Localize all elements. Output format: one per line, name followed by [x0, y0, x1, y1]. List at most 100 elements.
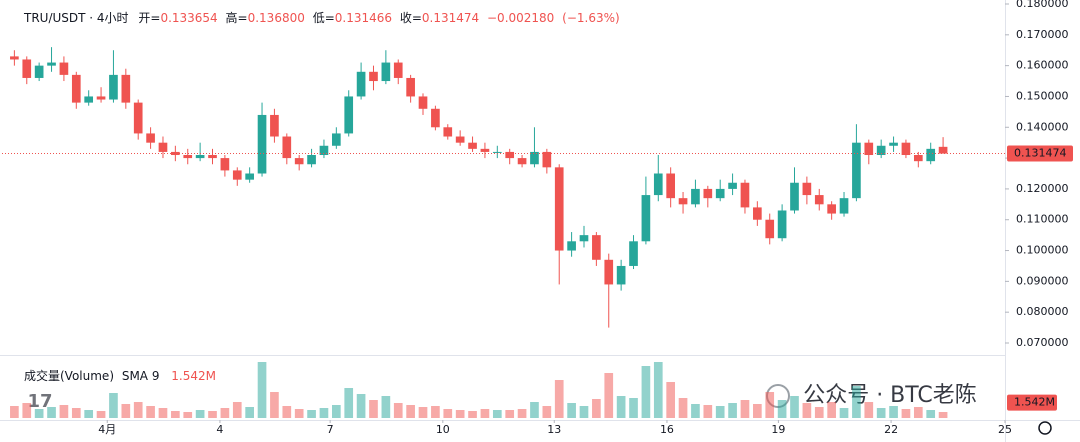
volume-bar	[827, 402, 836, 418]
y-tick-label: 0.090000	[1016, 274, 1069, 287]
candle-body	[96, 96, 106, 100]
x-tick-label: 13	[547, 423, 561, 436]
volume-bar	[245, 407, 254, 418]
candle-body	[542, 151, 552, 168]
volume-bar	[344, 388, 354, 418]
candle-body	[71, 74, 81, 103]
low-label: 低=	[313, 11, 335, 25]
candle-body	[133, 102, 143, 134]
volume-bar	[183, 412, 193, 418]
candle-body	[418, 96, 428, 109]
candle-body	[641, 195, 651, 242]
volume-bar	[84, 410, 94, 418]
candle-body	[839, 198, 849, 214]
candle-body	[827, 204, 836, 214]
volume-bar	[616, 396, 626, 418]
candle-body	[715, 188, 725, 199]
volume-bar	[59, 405, 69, 418]
y-tick-label: 0.070000	[1016, 336, 1069, 349]
candle-body	[22, 59, 32, 78]
candle-body	[393, 62, 403, 78]
candle-body	[864, 142, 874, 156]
candle-body	[703, 188, 713, 199]
last-price-tag	[1007, 145, 1073, 162]
candle-body	[307, 155, 316, 165]
candle-body	[294, 158, 304, 165]
volume-bar	[356, 394, 366, 418]
volume-bar	[864, 402, 874, 418]
volume-bar	[926, 410, 936, 418]
volume-bar	[554, 380, 564, 418]
candle-body	[34, 65, 44, 78]
volume-bar	[653, 362, 663, 418]
y-tick-label: 0.140000	[1016, 120, 1069, 133]
volume-bar	[777, 400, 787, 418]
volume-bar	[753, 404, 762, 418]
volume-bar	[740, 400, 750, 418]
candle-body	[480, 148, 490, 152]
last-price-label: 0.131474	[1014, 147, 1067, 160]
candle-body	[10, 56, 19, 60]
x-tick-label: 25	[998, 423, 1012, 436]
candle-body	[616, 265, 626, 285]
volume-bar	[480, 409, 490, 418]
volume-bar	[468, 411, 477, 418]
candle-body	[740, 182, 750, 208]
x-tick-label: 4月	[98, 423, 116, 436]
candle-body	[852, 142, 861, 199]
volume-title: 成交量(Volume)	[24, 368, 114, 383]
candle-body	[183, 155, 193, 159]
volume-bar	[331, 405, 341, 418]
close-label: 收=	[400, 11, 422, 25]
candle-body	[777, 210, 787, 239]
candle-body	[691, 188, 700, 205]
y-tick-label: 0.100000	[1016, 244, 1069, 257]
volume-bar	[146, 406, 155, 418]
volume-bar	[109, 393, 118, 418]
volume-bar	[592, 399, 601, 418]
volume-bar	[678, 398, 688, 418]
candle-body	[604, 259, 614, 285]
candle-body	[728, 182, 737, 189]
volume-bar	[802, 403, 812, 418]
volume-bar	[208, 411, 217, 418]
volume-bar	[889, 406, 898, 418]
candle-body	[270, 114, 279, 137]
volume-bar	[814, 407, 824, 418]
candle-body	[344, 96, 354, 134]
volume-bar	[492, 410, 502, 418]
volume-bar	[443, 409, 453, 418]
volume-bar	[195, 410, 205, 418]
candle-body	[220, 158, 230, 171]
x-tick-label: 4	[216, 423, 223, 436]
sma-value: 1.542M	[171, 369, 216, 383]
y-tick-label: 0.120000	[1016, 182, 1069, 195]
y-tick-label: 0.180000	[1016, 0, 1069, 10]
x-tick-label: 10	[436, 423, 450, 436]
candle-body	[814, 195, 824, 205]
candle-body	[492, 151, 502, 153]
volume-bar	[270, 392, 279, 418]
candle-body	[146, 133, 155, 143]
candle-body	[790, 182, 799, 211]
volume-bar	[505, 410, 515, 418]
volume-bar	[319, 408, 329, 418]
open-label: 开=	[138, 11, 160, 25]
y-tick-label: 0.160000	[1016, 59, 1069, 72]
volume-bar	[406, 405, 415, 418]
settings-icon[interactable]	[1038, 421, 1052, 435]
volume-bar	[369, 400, 378, 418]
y-tick-label: 0.080000	[1016, 305, 1069, 318]
high-label: 高=	[226, 10, 248, 25]
candle-body	[356, 71, 366, 97]
candle-body	[455, 136, 465, 143]
volume-sma-label: 1.542M	[1014, 396, 1055, 409]
candle-body	[629, 241, 638, 266]
candle-body	[517, 158, 527, 165]
candle-body	[678, 198, 688, 205]
x-tick-label: 16	[660, 423, 674, 436]
sma-label: SMA 9	[122, 369, 160, 383]
candle-body	[443, 127, 453, 137]
volume-bar	[455, 410, 465, 418]
volume-bar	[790, 396, 799, 418]
